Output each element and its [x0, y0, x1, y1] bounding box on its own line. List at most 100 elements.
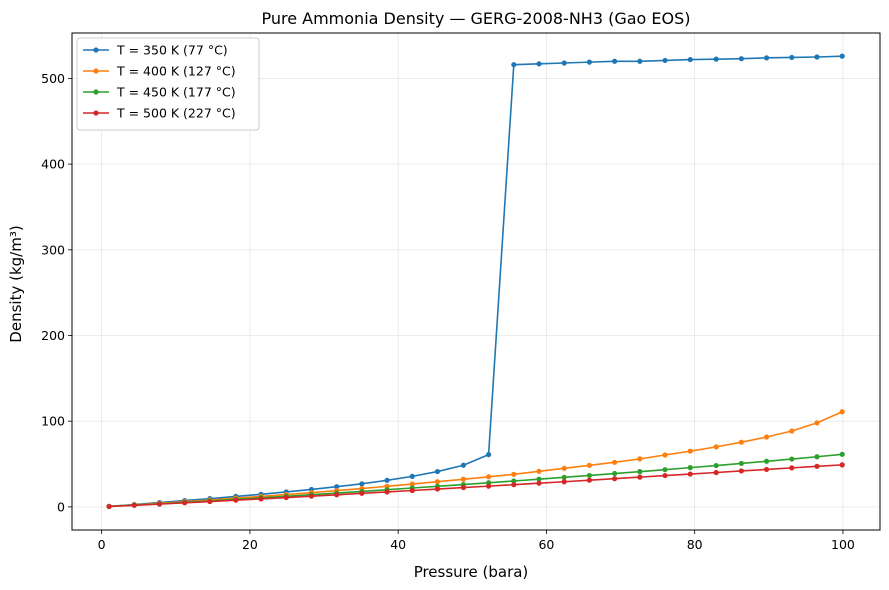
data-point: [839, 53, 845, 59]
data-point: [156, 501, 163, 507]
data-point: [511, 478, 517, 484]
grid: [72, 33, 880, 530]
data-point: [233, 497, 239, 503]
data-point: [662, 467, 668, 473]
data-point: [637, 474, 643, 480]
legend-swatch-marker: [93, 89, 99, 95]
data-point: [789, 428, 795, 434]
legend-label: T = 400 K (127 °C): [116, 64, 236, 79]
data-point: [789, 456, 795, 462]
series-line: [109, 453, 843, 508]
x-axis-label: Pressure (bara): [414, 563, 529, 581]
data-point: [763, 434, 770, 440]
series-3: [106, 462, 845, 510]
data-point: [536, 61, 542, 67]
data-point: [814, 454, 820, 460]
data-point: [763, 55, 770, 61]
data-point: [536, 480, 542, 486]
data-point: [738, 468, 744, 474]
data-point: [182, 500, 188, 506]
data-point: [434, 468, 441, 475]
data-point: [662, 452, 668, 458]
data-point: [713, 469, 719, 476]
legend-swatch-marker: [93, 110, 99, 116]
data-point: [789, 465, 795, 471]
data-point: [713, 56, 719, 62]
y-tick-label: 300: [41, 242, 65, 257]
data-point: [536, 476, 542, 482]
data-point: [687, 448, 693, 454]
data-point: [131, 502, 137, 508]
data-point: [460, 484, 466, 491]
series-line: [109, 411, 843, 508]
data-point: [738, 460, 744, 467]
data-point: [713, 444, 719, 450]
series-line: [109, 55, 843, 508]
legend-item: T = 400 K (127 °C): [83, 64, 236, 79]
data-point: [334, 484, 340, 490]
data-point: [106, 503, 112, 510]
data-point: [308, 493, 315, 499]
data-point: [612, 459, 618, 465]
data-point: [637, 58, 643, 64]
data-point: [612, 476, 618, 482]
legend-label: T = 450 K (177 °C): [116, 85, 236, 100]
x-tick-label: 100: [831, 537, 855, 552]
legend-item: T = 450 K (177 °C): [83, 85, 236, 100]
data-point: [814, 420, 820, 426]
legend: T = 350 K (77 °C) T = 400 K (127 °C) T = 4…: [76, 37, 260, 131]
data-point: [486, 474, 492, 480]
data-point: [511, 482, 517, 488]
legend-label: T = 500 K (227 °C): [116, 106, 236, 121]
x-tick-label: 20: [242, 537, 258, 552]
data-point: [207, 498, 213, 505]
data-point: [486, 483, 492, 489]
data-point: [434, 486, 441, 492]
legend-item: T = 350 K (77 °C): [83, 43, 228, 58]
data-point: [839, 462, 845, 468]
data-point: [839, 409, 845, 415]
data-point: [561, 474, 567, 480]
data-point: [586, 462, 593, 468]
data-point: [586, 477, 593, 483]
data-point: [586, 59, 593, 65]
legend-swatch-marker: [93, 68, 99, 74]
ticks: 0 20 40 60 80 100 0 100 200 300 400 500: [41, 71, 855, 552]
data-point: [460, 462, 466, 468]
data-point: [384, 489, 390, 495]
data-point: [511, 62, 517, 68]
data-point: [687, 465, 693, 471]
x-tick-label: 60: [538, 537, 554, 552]
series-line: [109, 464, 843, 508]
data-point: [637, 469, 643, 475]
y-tick-label: 100: [41, 414, 65, 429]
data-point: [561, 60, 567, 66]
data-point: [536, 468, 542, 474]
data-point: [334, 492, 340, 498]
y-tick-label: 200: [41, 328, 65, 343]
legend-item: T = 500 K (227 °C): [83, 106, 236, 121]
data-point: [814, 54, 820, 60]
x-tick-label: 40: [390, 537, 406, 552]
data-point: [662, 472, 668, 479]
data-point: [612, 470, 618, 477]
data-point: [561, 479, 567, 485]
data-point: [763, 466, 770, 473]
data-point: [409, 481, 415, 487]
data-point: [713, 462, 719, 469]
data-point: [434, 479, 441, 485]
data-point: [258, 496, 264, 502]
legend-box: [76, 37, 260, 131]
data-point: [789, 54, 795, 61]
plot-frame: [71, 32, 881, 531]
data-point: [409, 473, 415, 479]
legend-swatch-marker: [93, 47, 99, 53]
data-point: [359, 490, 365, 496]
y-tick-label: 400: [41, 157, 65, 172]
chart-title: Pure Ammonia Density — GERG-2008-NH3 (Ga…: [261, 9, 690, 28]
legend-label: T = 350 K (77 °C): [116, 43, 228, 58]
data-point: [687, 56, 693, 63]
data-point: [637, 456, 643, 462]
data-point: [839, 451, 845, 457]
